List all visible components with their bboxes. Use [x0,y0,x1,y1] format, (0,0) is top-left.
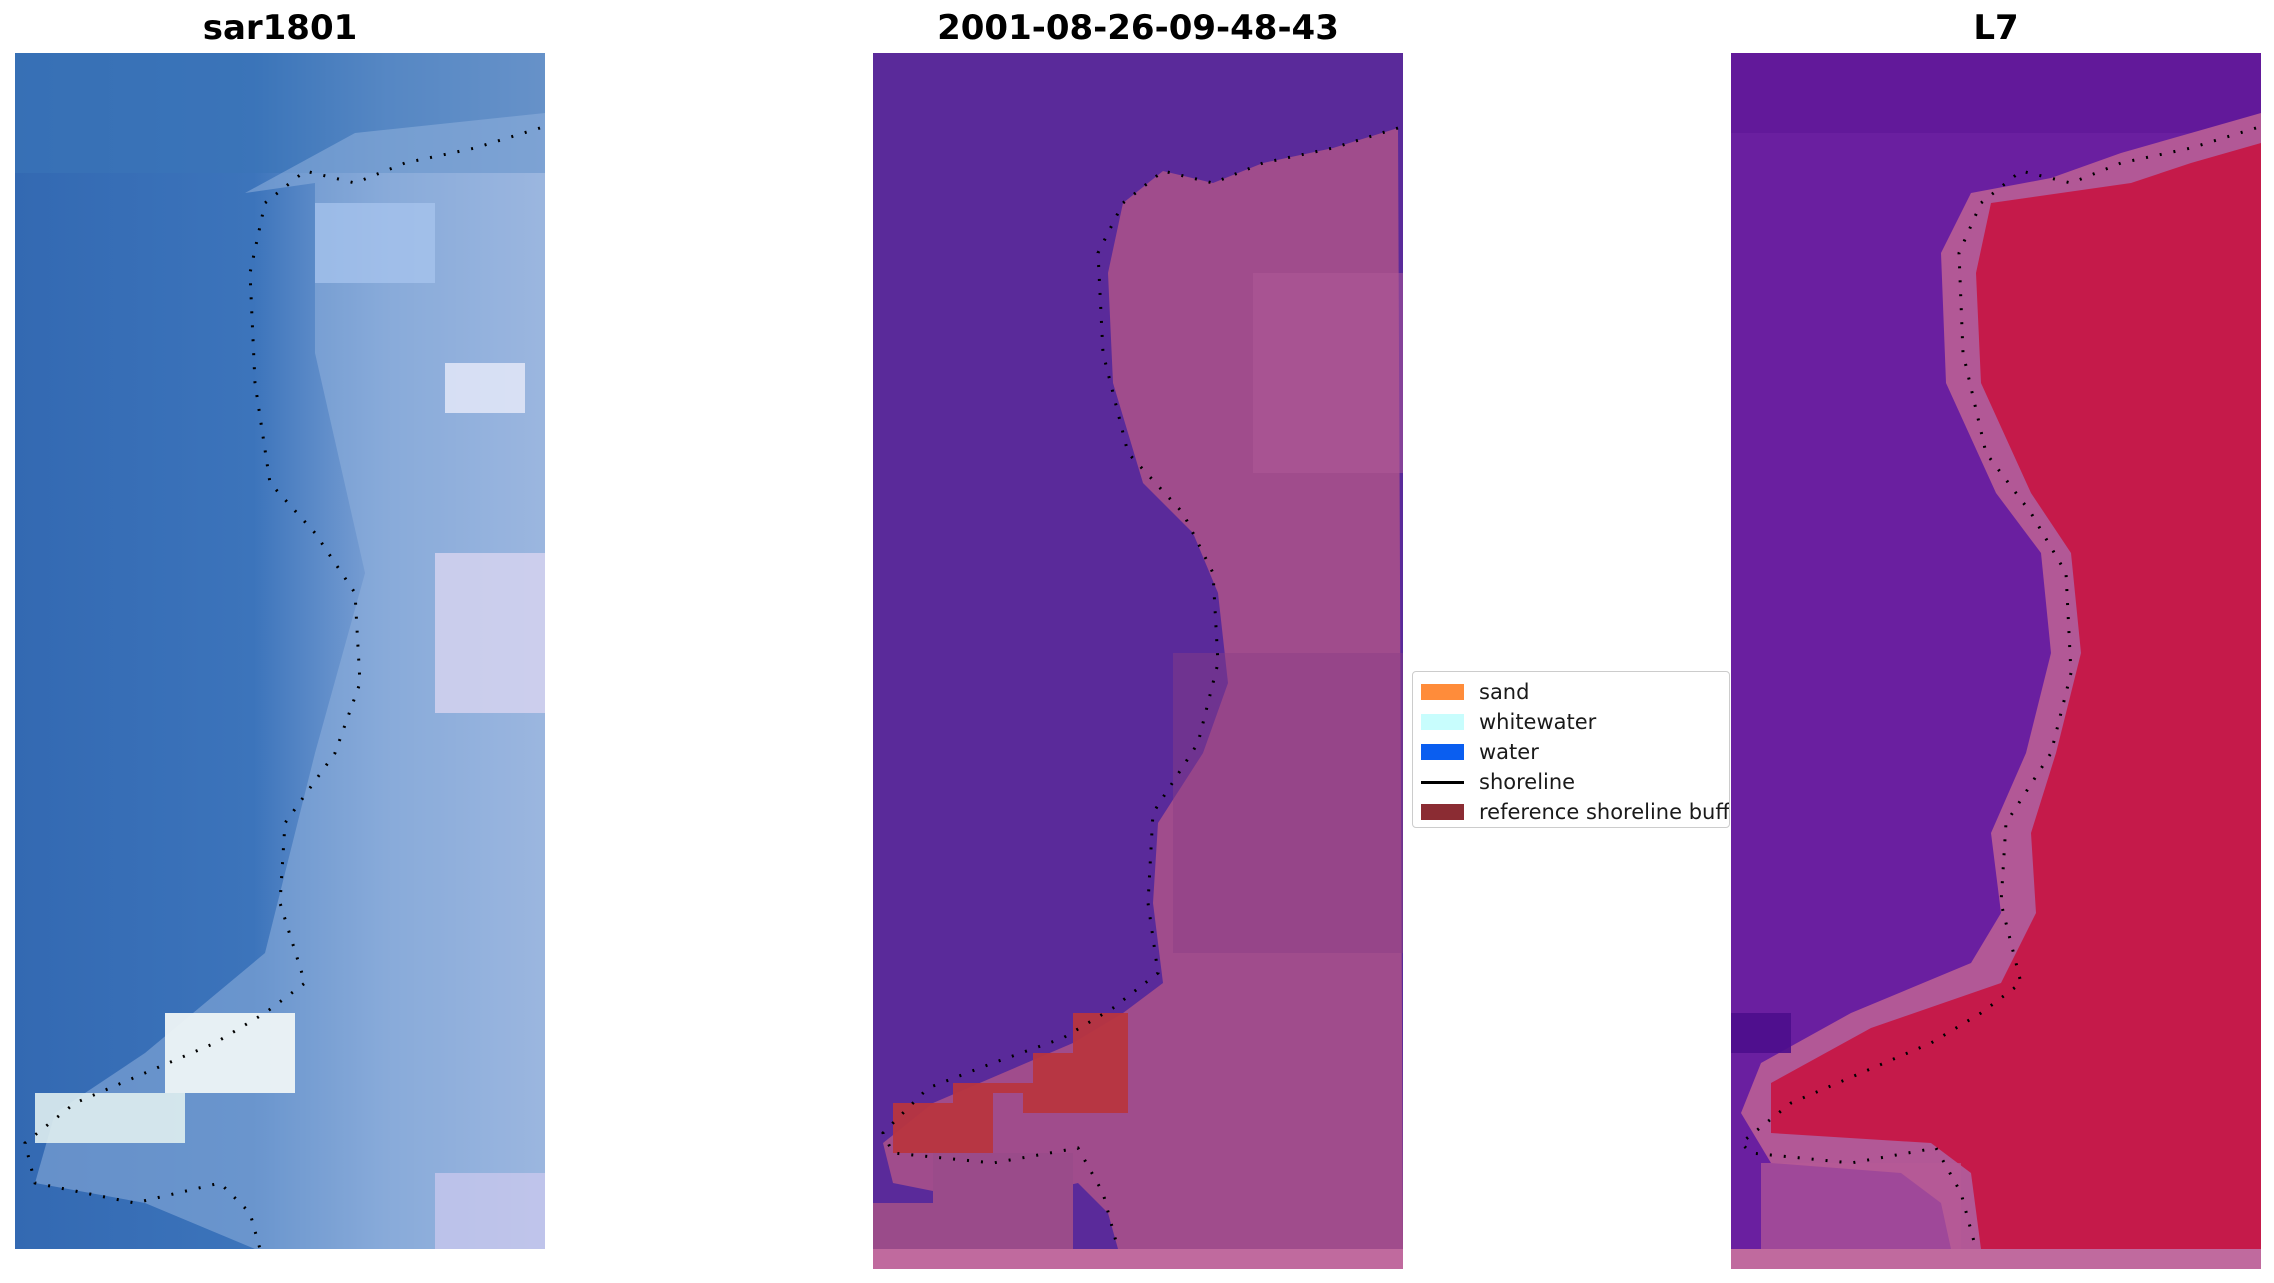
shoreline-dots [881,126,1399,1250]
legend-label: water [1479,740,1539,764]
legend-item-shoreline: shoreline [1421,769,1575,795]
shoreline-dots [1738,126,2257,1250]
legend-line-shoreline [1421,780,1464,784]
legend-swatch-water [1421,744,1464,760]
legend-label: whitewater [1479,710,1597,734]
legend-label: sand [1479,680,1530,704]
legend-item-whitewater: whitewater [1421,709,1596,735]
panel-title-classified: 2001-08-26-09-48-43 [937,8,1339,48]
legend-label: shoreline [1479,770,1576,794]
reference-shoreline-buffer [893,1013,1128,1153]
panel-title-index: L7 [1973,8,2019,48]
legend-item-water: water [1421,739,1539,765]
shoreline-dots [23,126,541,1249]
rgb-image [15,53,545,1249]
legend-swatch-whitewater [1421,714,1464,730]
index-image [1731,53,2261,1269]
legend-item-sand: sand [1421,679,1529,705]
legend: sand whitewater water shoreline referenc… [1412,671,1730,828]
legend-label: reference shoreline buffer [1479,800,1730,824]
legend-item-reference-buffer: reference shoreline buffer [1421,799,1730,825]
classified-image [873,53,1403,1269]
legend-swatch-reference-buffer [1421,804,1464,820]
legend-swatch-sand [1421,684,1464,700]
panel-title-rgb: sar1801 [202,8,358,48]
